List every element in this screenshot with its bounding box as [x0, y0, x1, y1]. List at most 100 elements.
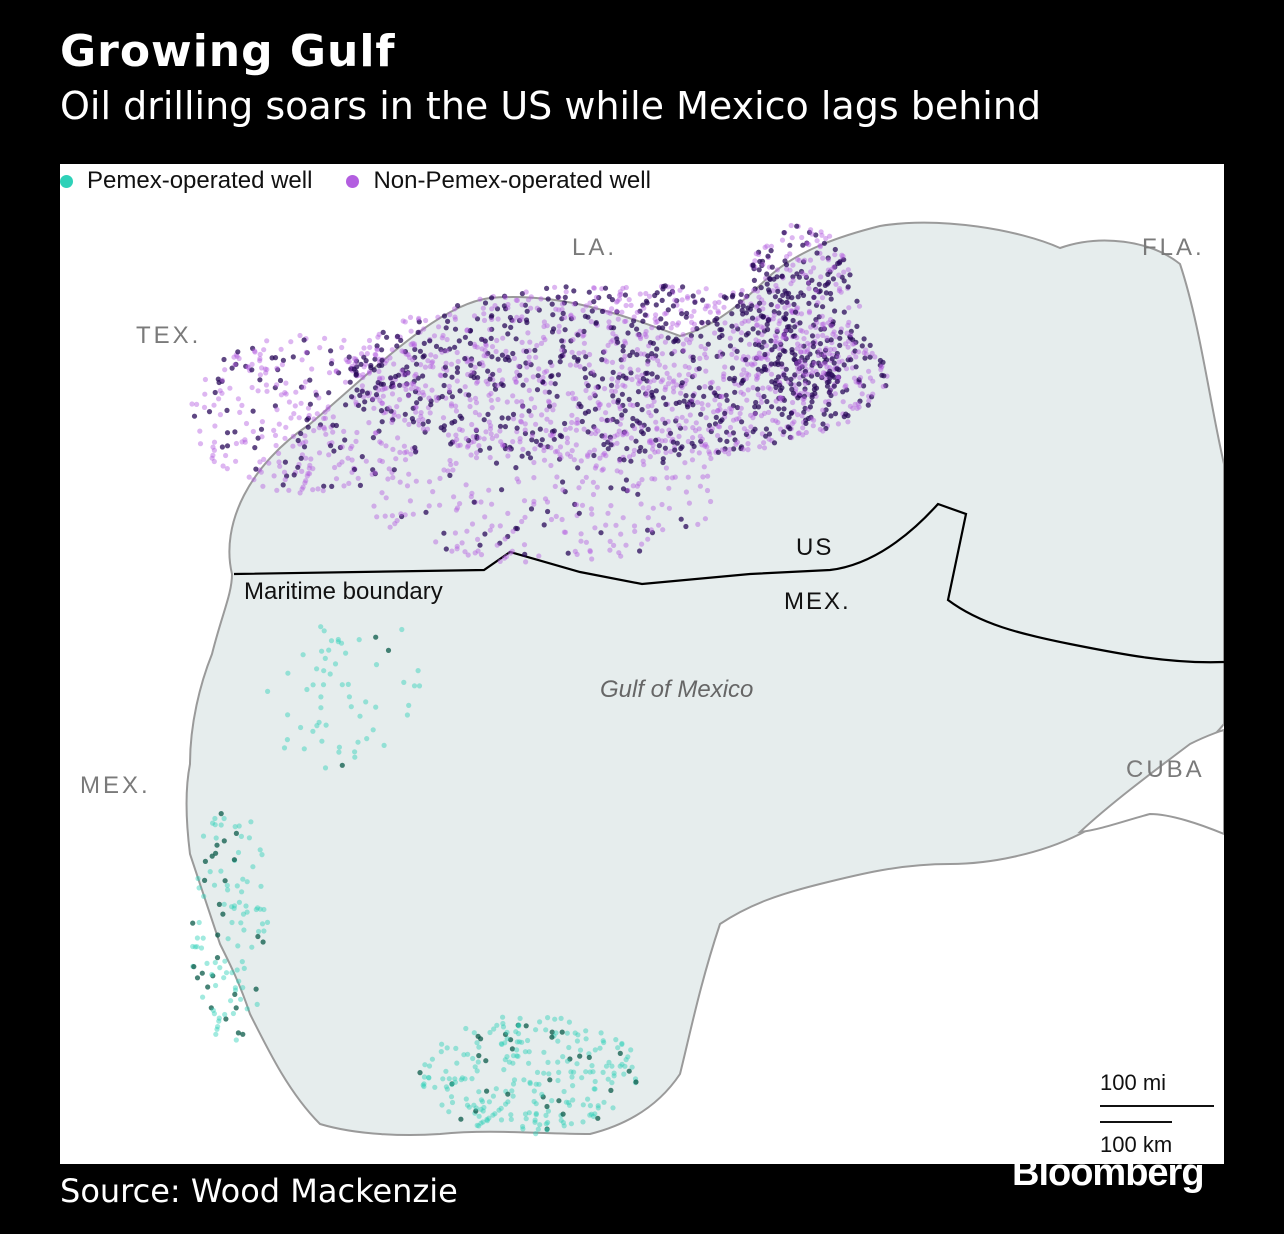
well-dot: [449, 548, 455, 554]
well-dot: [591, 452, 597, 459]
well-dot: [519, 413, 525, 419]
well-dot: [840, 399, 846, 405]
well-dot: [441, 382, 447, 389]
well-dot: [257, 847, 263, 853]
well-dot: [811, 294, 817, 300]
well-dot: [408, 386, 414, 392]
well-dot: [489, 313, 495, 319]
well-dot: [297, 332, 303, 339]
well-dot: [202, 877, 208, 884]
well-dot: [221, 815, 227, 822]
well-dot: [702, 384, 708, 390]
well-dot: [587, 549, 593, 555]
well-dot: [410, 511, 416, 517]
well-dot: [779, 237, 786, 243]
well-dot: [614, 468, 620, 474]
well-dot: [358, 361, 364, 367]
well-dot: [575, 465, 581, 471]
well-dot: [591, 1086, 597, 1092]
well-dot: [510, 1093, 516, 1099]
well-dot: [462, 384, 468, 390]
well-dot: [642, 312, 648, 318]
well-dot: [588, 1111, 595, 1117]
well-dot: [820, 370, 827, 376]
well-dot: [816, 281, 822, 287]
well-dot: [632, 425, 638, 432]
well-dot: [246, 835, 252, 841]
well-dot: [533, 421, 539, 427]
well-dot: [653, 353, 659, 359]
well-dot: [666, 291, 673, 297]
well-dot: [740, 303, 746, 309]
well-dot: [635, 389, 642, 395]
well-dot: [592, 1047, 598, 1053]
well-dot: [504, 1054, 510, 1060]
well-dot: [398, 511, 404, 517]
well-dot: [428, 402, 434, 408]
well-dot: [750, 385, 756, 391]
well-dot: [585, 453, 591, 459]
well-dot: [878, 367, 884, 373]
well-dot: [836, 374, 842, 380]
well-dot: [850, 337, 856, 343]
well-dot: [838, 289, 844, 295]
well-dot: [809, 277, 815, 283]
well-dot: [467, 340, 473, 346]
well-dot: [735, 303, 741, 309]
well-dot: [238, 996, 244, 1002]
well-dot: [574, 1038, 581, 1044]
well-dot: [304, 350, 310, 356]
well-dot: [753, 355, 760, 361]
well-dot: [827, 233, 833, 239]
well-dot: [675, 320, 682, 326]
well-dot: [719, 447, 725, 453]
well-dot: [754, 322, 760, 328]
well-dot: [206, 409, 213, 415]
well-dot: [284, 737, 290, 743]
well-dot: [224, 882, 230, 889]
well-dot: [720, 373, 727, 380]
well-dot: [566, 1019, 572, 1025]
well-dot: [320, 682, 327, 688]
well-dot: [618, 553, 624, 559]
well-dot: [761, 364, 768, 370]
well-dot: [837, 259, 843, 265]
well-dot: [488, 390, 494, 397]
well-dot: [529, 437, 535, 443]
well-dot: [567, 1056, 573, 1062]
well-dot: [648, 527, 654, 533]
well-dot: [360, 372, 366, 378]
well-dot: [210, 452, 216, 458]
well-dot: [751, 277, 758, 283]
well-dot: [307, 377, 313, 383]
well-dot: [229, 365, 235, 371]
well-dot: [509, 548, 515, 554]
well-dot: [512, 376, 518, 382]
well-dot: [498, 1041, 504, 1047]
well-dot: [539, 437, 545, 443]
well-dot: [407, 314, 414, 320]
well-dot: [662, 438, 669, 444]
well-dot: [624, 445, 630, 452]
well-dot: [634, 483, 641, 489]
well-dot: [490, 1093, 496, 1099]
well-dot: [671, 389, 677, 395]
well-dot: [250, 864, 256, 870]
well-dot: [798, 327, 804, 333]
well-dot: [574, 416, 580, 423]
well-dot: [255, 388, 261, 394]
well-dot: [650, 442, 656, 448]
well-dot: [582, 313, 589, 319]
well-dot: [618, 291, 624, 297]
well-dot: [592, 426, 598, 432]
well-dot: [510, 1060, 516, 1066]
well-dot: [654, 426, 660, 432]
well-dot: [211, 439, 218, 445]
well-dot: [555, 294, 561, 300]
well-dot: [863, 347, 869, 353]
well-dot: [511, 355, 517, 361]
well-dot: [763, 343, 770, 349]
well-dot: [366, 337, 373, 344]
well-dot: [775, 361, 781, 368]
well-dot: [607, 434, 613, 440]
